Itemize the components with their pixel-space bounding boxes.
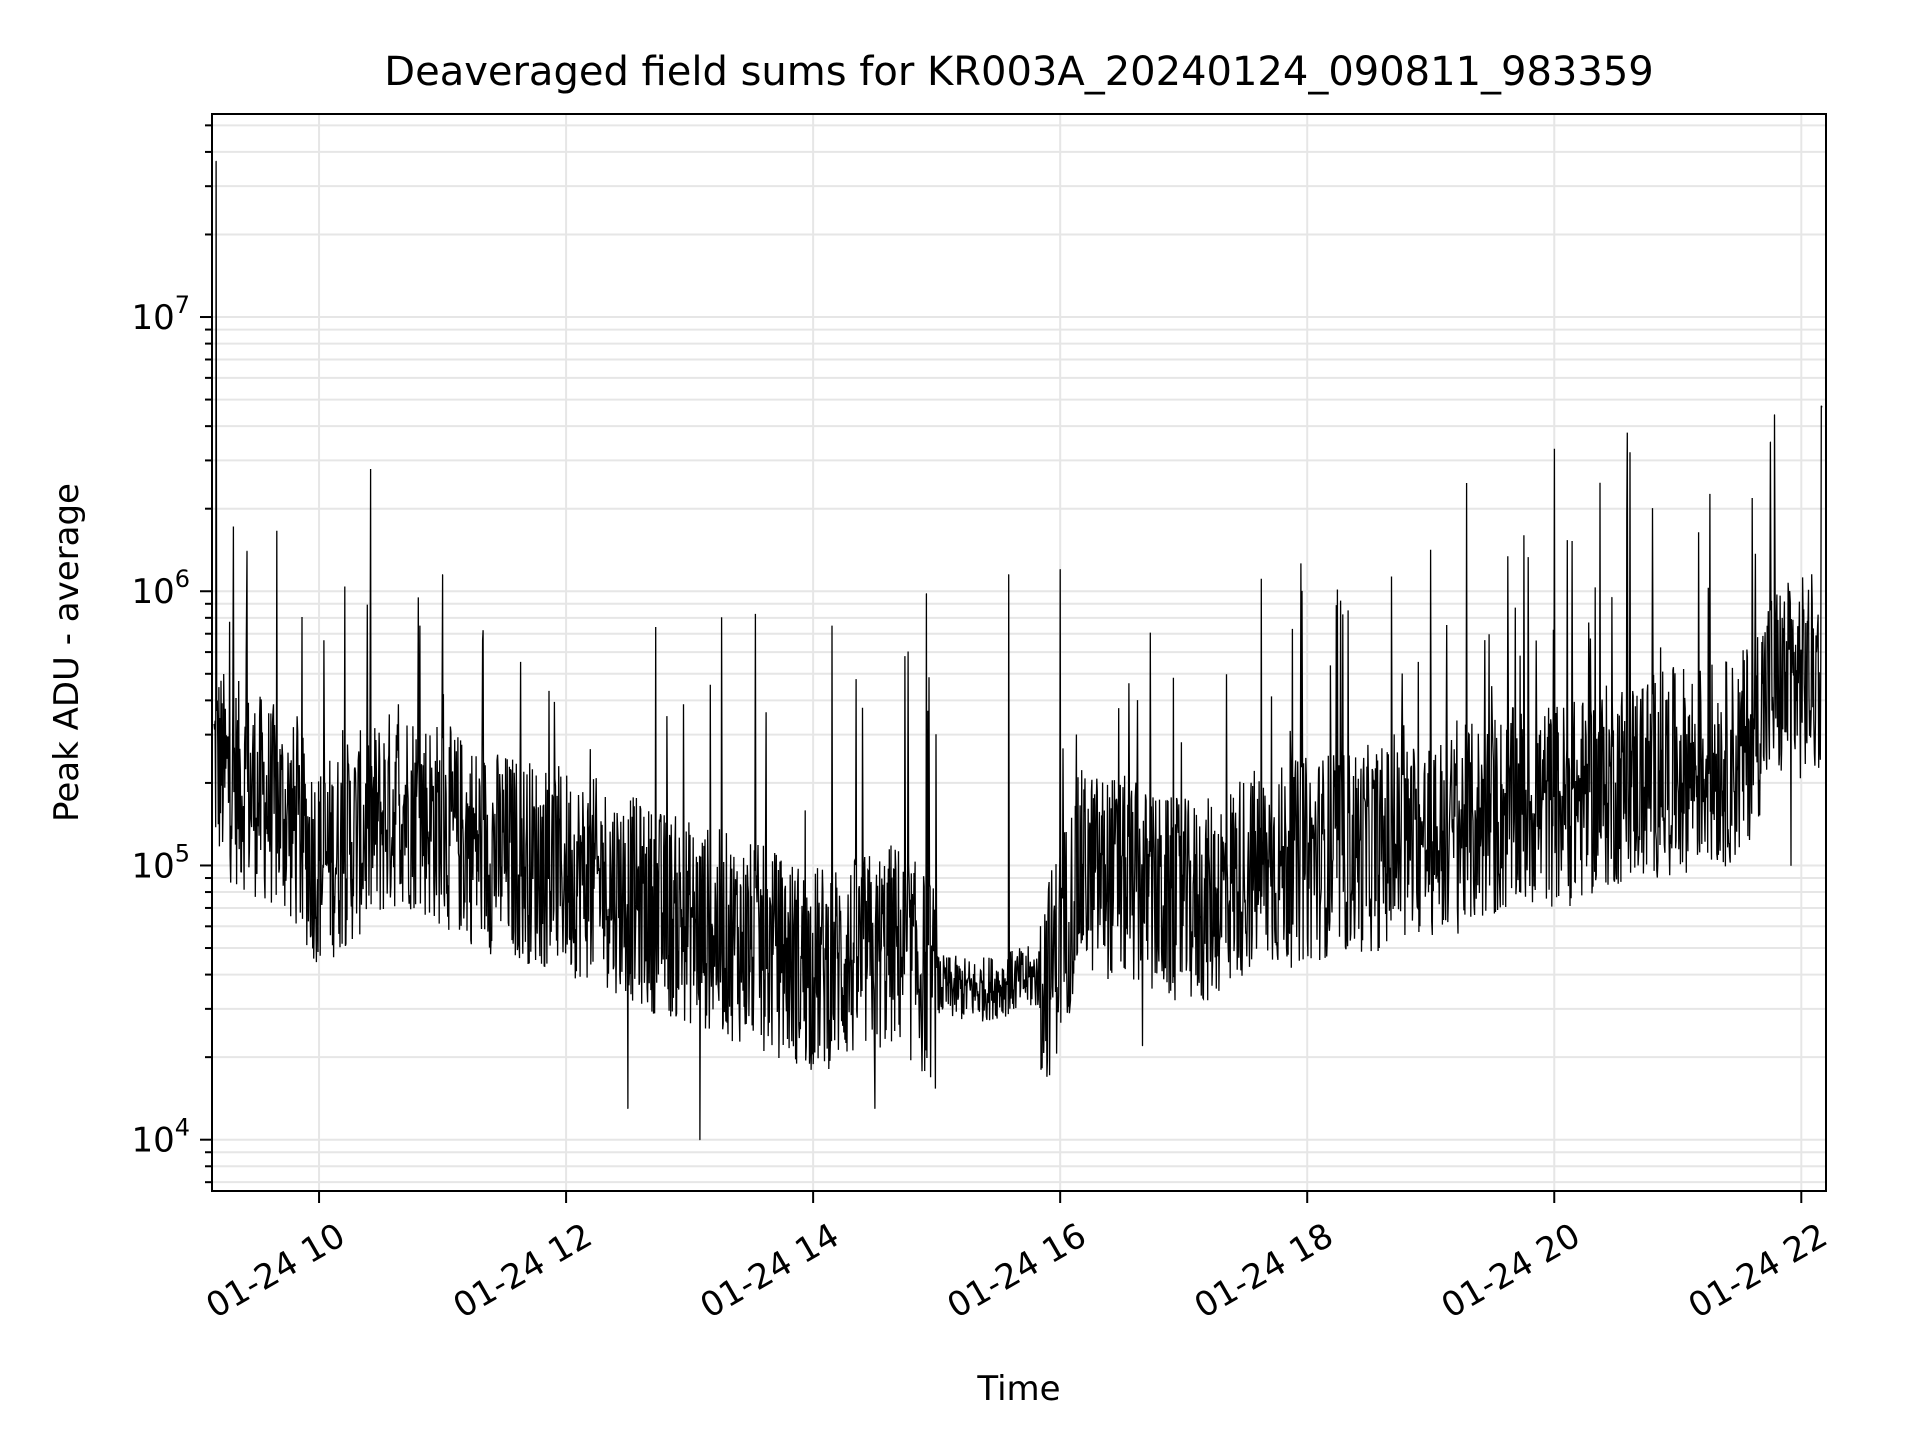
spike-point: [1774, 414, 1776, 416]
dip-point: [699, 1139, 701, 1141]
spike-point: [1769, 441, 1771, 443]
x-axis-label: Time: [976, 1369, 1060, 1409]
spike-point: [442, 574, 444, 576]
spike-point: [1059, 569, 1061, 571]
dip-point: [1790, 864, 1792, 866]
dip-point: [1142, 1045, 1144, 1047]
data-line-layer: [213, 160, 1823, 1141]
chart-title: Deaveraged field sums for KR003A_2024012…: [384, 49, 1653, 95]
y-tick-label: 105: [131, 839, 190, 886]
series-line: [213, 161, 1823, 1140]
spike-point: [925, 593, 927, 595]
y-tick-label: 104: [131, 1114, 190, 1161]
spike-point: [215, 160, 217, 162]
spike-point: [1611, 596, 1613, 598]
dip-point: [627, 1107, 629, 1109]
y-tick-label: 106: [131, 565, 190, 612]
y-axis-label: Peak ADU - average: [47, 483, 87, 822]
spike-point: [246, 550, 248, 552]
y-tick-label: 107: [131, 291, 190, 338]
spike-point: [1008, 574, 1010, 576]
spike-point: [1821, 406, 1823, 408]
dip-point: [874, 1107, 876, 1109]
